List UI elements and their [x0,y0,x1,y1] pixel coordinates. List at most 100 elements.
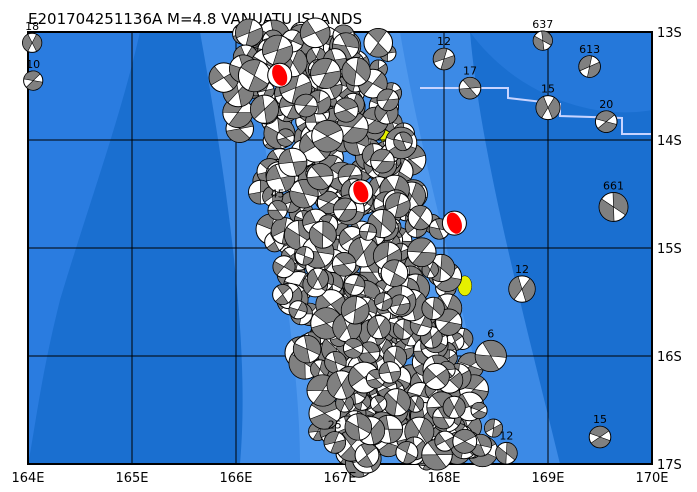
beachball-compression-quadrant [278,148,308,177]
beachball [382,388,411,417]
lon-tick-label: 170E [635,471,668,486]
beachball-compression-quadrant [267,200,288,221]
lon-tick-label: 168E [427,471,460,486]
beachball [344,413,373,441]
beachball-compression-quadrant [442,396,466,418]
labeled-beachball [458,76,482,100]
beachball-compression-quadrant [598,192,629,222]
beachball-compression-quadrant [382,259,407,287]
beachball [370,148,395,174]
beachball [452,428,478,454]
beachball-compression-quadrant [344,413,372,441]
beachball-compression-quadrant [378,361,401,384]
beachball [358,222,377,241]
beachball [369,395,388,413]
beachball-compression-quadrant [312,120,343,153]
highlight-event-mechanism [353,181,369,203]
labeled-beachball [594,110,618,133]
beachball-compression-quadrant [367,28,389,58]
beachball-compression-quadrant [396,441,417,464]
beachball-compression-quadrant [374,292,393,311]
lon-tick-label: 166E [219,471,252,486]
beachball [308,220,337,249]
beachball-compression-quadrant [307,268,329,289]
beachball [294,93,318,118]
beachball [333,97,359,123]
beachball-compression-quadrant [595,110,618,133]
lat-tick-label: 15S [657,242,682,257]
lon-tick-label: 167E [323,471,356,486]
beachball [406,237,437,268]
beachball-compression-quadrant [471,402,487,419]
beachball-compression-quadrant [288,301,308,319]
beachball-compression-quadrant [309,220,337,249]
beachball [294,246,315,266]
beachball [310,57,342,89]
beachball [237,59,271,93]
lat-tick-label: 13S [657,26,682,41]
beachball [292,334,322,364]
highlight-event-mechanism [272,64,288,86]
depth-label: 45 [271,188,285,201]
beachball [324,351,347,374]
highlight-event-mechanism [446,212,462,234]
beachball [332,197,358,222]
depth-label: 637 [532,18,553,31]
depth-label: 17 [463,64,477,77]
beachball-compression-quadrant [240,59,269,92]
beachball [261,34,294,66]
depth-label: 12 [499,429,513,442]
beachball-compression-quadrant [367,315,391,339]
beachball-compression-quadrant [334,97,359,123]
depth-label: 12 [437,35,451,48]
beachball-compression-quadrant [535,96,561,120]
beachball [311,119,344,153]
beachball [442,395,466,419]
beachball-compression-quadrant [376,88,399,111]
beachball-compression-quadrant [432,47,456,71]
beachball-compression-quadrant [333,197,357,222]
beachball-compression-quadrant [453,429,476,454]
focal-mechanisms: 18 10 637 613 17 15 20 661 12 45 12 15 12 25 6 [22,17,629,478]
lat-tick-label: 14S [657,134,682,149]
beachball [306,267,329,290]
beachball-compression-quadrant [323,431,346,454]
labeled-beachball [495,441,518,465]
beachball [306,162,334,191]
beachball-compression-quadrant [306,163,334,190]
beachball [376,88,400,112]
beachball [385,192,411,218]
beachball [249,94,280,124]
beachball-compression-quadrant [300,19,331,46]
depth-label: 15 [593,413,607,426]
depth-label: 18 [25,20,39,33]
beachball-compression-quadrant [23,70,44,91]
beachball [363,28,394,58]
beachball-compression-quadrant [422,366,450,387]
beachball [340,295,370,325]
beachball-compression-quadrant [589,425,611,449]
beachball-compression-quadrant [295,246,314,266]
beachball [470,401,488,420]
labeled-beachball [267,200,288,221]
labeled-beachball [535,95,561,121]
labeled-beachball [432,47,456,71]
beachball [272,284,294,306]
beachball [343,274,366,296]
beachball [278,147,308,177]
labeled-beachball [22,32,43,53]
beachball-compression-quadrant [343,338,363,359]
beachball [380,259,409,287]
beachball-compression-quadrant [407,395,424,413]
beachball-compression-quadrant [276,128,295,147]
beachball-compression-quadrant [458,77,482,100]
beachball-compression-quadrant [578,55,601,78]
beachball-compression-quadrant [410,205,430,230]
depth-label: 25 [328,419,342,432]
beachball-compression-quadrant [382,388,411,417]
labeled-beachball [578,55,601,78]
beachball-compression-quadrant [272,257,296,276]
beachball-compression-quadrant [532,30,553,51]
beachball-compression-quadrant [421,296,445,320]
beachball-compression-quadrant [474,340,507,372]
